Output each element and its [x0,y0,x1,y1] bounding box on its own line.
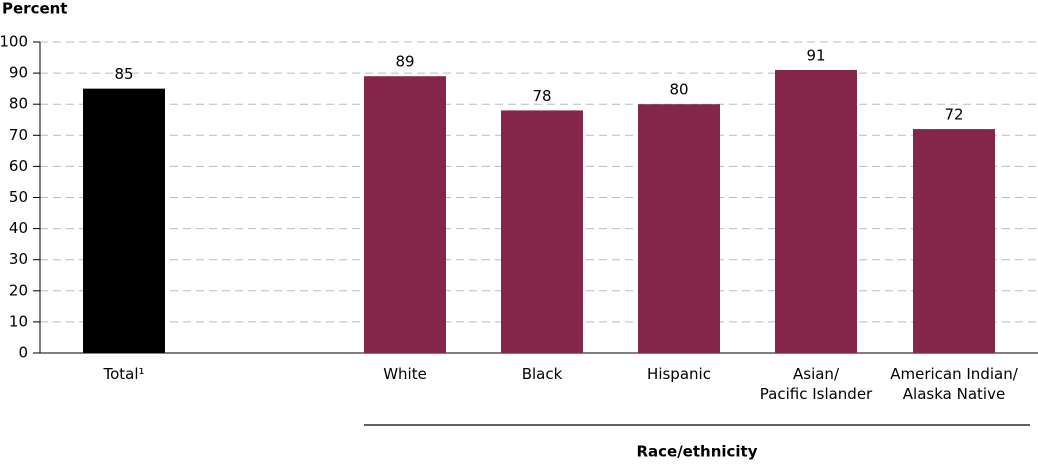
bar [501,110,583,353]
bar [83,88,165,354]
value-label: 72 [944,106,963,124]
value-label: 91 [806,46,825,64]
bar [775,69,857,354]
y-axis-label: Percent [2,0,67,18]
y-tick-label: 0 [18,344,28,362]
y-tick-label: 30 [9,250,28,268]
bar [364,76,446,354]
y-tick-label: 90 [9,64,28,82]
y-tick-label: 20 [9,281,28,299]
y-tick-label: 100 [0,33,28,51]
y-tick-label: 80 [9,95,28,113]
y-tick-label: 70 [9,126,28,144]
value-label: 80 [669,81,688,99]
x-tick-label: White [383,365,427,383]
y-tick-label: 50 [9,188,28,206]
y-tick-label: 60 [9,157,28,175]
x-tick-label: Asian/ Pacific Islander [759,365,873,403]
y-tick-label: 10 [9,312,28,330]
bar [913,129,995,353]
group-label: Race/ethnicity [636,443,757,461]
value-label: 85 [114,65,133,83]
x-tick-label: Hispanic [647,365,711,383]
bar [638,104,720,353]
x-tick-label: Total¹ [103,365,145,383]
x-tick-label: American Indian/ Alaska Native [890,365,1018,403]
value-label: 78 [532,87,551,105]
value-label: 89 [395,53,414,71]
x-tick-label: Black [521,365,563,383]
y-tick-label: 40 [9,219,28,237]
